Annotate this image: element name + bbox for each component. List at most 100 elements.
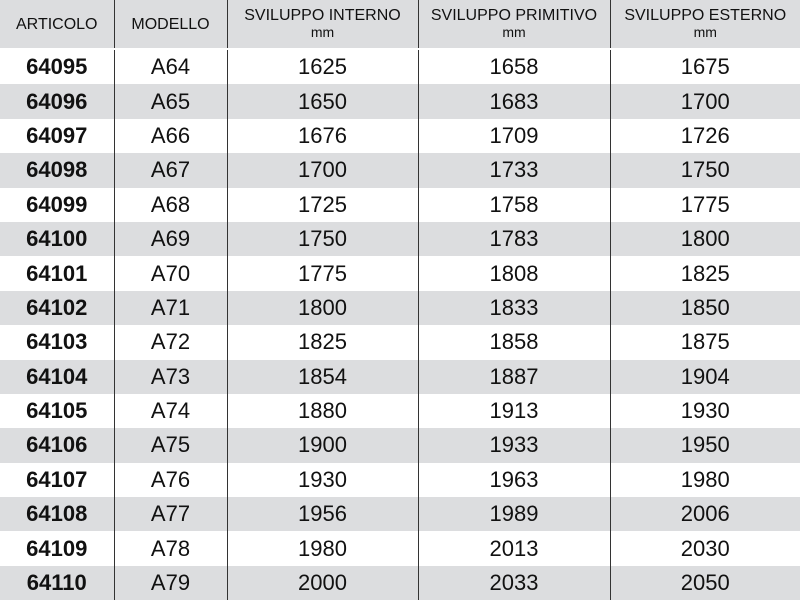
table-row: 64107 A76 1930 1963 1980 — [0, 462, 800, 498]
table-cell: 1775 — [609, 187, 800, 222]
table-cell: A65 — [113, 84, 227, 119]
table-cell: 1854 — [226, 359, 418, 394]
table-cell: 2050 — [609, 565, 800, 600]
table-cell: A76 — [113, 462, 227, 498]
table-cell: 1800 — [609, 221, 800, 257]
table-cell: 1887 — [417, 359, 610, 394]
table-cell: 64095 — [26, 54, 88, 80]
table-cell: 1913 — [417, 393, 610, 429]
table-cell: 64107 — [26, 466, 88, 492]
table-cell: 64098 — [0, 153, 114, 188]
table-cell: A79 — [113, 565, 227, 600]
table-cell: 1733 — [417, 153, 610, 188]
table-row: 64104 A73 1854 1887 1904 — [0, 359, 800, 394]
column-header: SVILUPPO ESTERNO mm — [609, 0, 800, 48]
table-cell: 1800 — [226, 290, 418, 326]
table-cell: A71 — [113, 290, 227, 326]
table-row: 64105 A74 1880 1913 1930 — [0, 393, 800, 429]
table-cell: A69 — [113, 221, 227, 257]
column-header: ARTICOLO — [0, 0, 114, 48]
table-cell: 64096 — [0, 84, 114, 119]
table-cell: 1989 — [417, 497, 610, 532]
table-row: 64108 A77 1956 1989 2006 — [0, 497, 800, 532]
table-cell: 1750 — [609, 153, 800, 188]
table-cell: A68 — [113, 187, 227, 222]
column-header: MODELLO — [113, 0, 227, 48]
table-cell: 1700 — [609, 84, 800, 119]
table-row: 64102 A71 1800 1833 1850 — [0, 290, 800, 326]
table-cell: 1808 — [417, 256, 610, 291]
table-cell: 2013 — [417, 531, 610, 566]
table-cell: 1933 — [417, 428, 610, 463]
table-cell: 1625 — [226, 50, 418, 85]
header-label: SVILUPPO PRIMITIVO — [430, 7, 598, 24]
table-cell: 64101 — [26, 260, 88, 286]
table-cell: 1658 — [417, 50, 610, 85]
table-cell: 1904 — [609, 359, 800, 394]
table-cell: 2000 — [226, 565, 418, 600]
header-row: ARTICOLO MODELLO SVILUPPO INTERNO mm SVILUPP… — [0, 0, 800, 48]
table-cell: 64110 — [0, 565, 114, 600]
table-cell: A64 — [113, 50, 227, 85]
table-cell: A74 — [113, 393, 227, 429]
table-cell: A78 — [113, 531, 227, 566]
table-cell: 1725 — [226, 187, 418, 222]
header-unit: mm — [310, 24, 335, 40]
header-label: SVILUPPO ESTERNO — [624, 7, 787, 24]
table-cell: 1956 — [226, 497, 418, 532]
table-cell: 1775 — [226, 256, 418, 291]
table-cell: 1880 — [226, 393, 418, 429]
table-cell: 1726 — [609, 118, 800, 154]
table-row: 64099 A68 1725 1758 1775 — [0, 187, 800, 222]
table-cell: 64100 — [0, 221, 114, 257]
table-cell: 1875 — [609, 325, 800, 360]
table-row: 64095 A64 1625 1658 1675 — [0, 50, 800, 85]
table-row: 64098 A67 1700 1733 1750 — [0, 153, 800, 188]
table-cell: 64105 — [26, 398, 88, 424]
table-cell: 1676 — [226, 118, 418, 154]
header-label: MODELLO — [131, 15, 210, 33]
table-cell: 1930 — [609, 393, 800, 429]
table-cell: A67 — [113, 153, 227, 188]
table-cell: 1850 — [609, 290, 800, 326]
table-cell: 2033 — [417, 565, 610, 600]
header-unit: mm — [502, 24, 526, 40]
table-cell: 1650 — [226, 84, 418, 119]
table-cell: 1783 — [417, 221, 610, 257]
table-cell: 1683 — [417, 84, 610, 119]
table-cell: A70 — [113, 256, 227, 291]
table-cell: A66 — [113, 118, 227, 154]
table-cell: 64099 — [26, 191, 88, 217]
table-cell: 1675 — [609, 50, 800, 85]
table-row: 64097 A66 1676 1709 1726 — [0, 118, 800, 154]
table-row: 64100 A69 1750 1783 1800 — [0, 221, 800, 257]
column-header: SVILUPPO PRIMITIVO mm — [417, 0, 610, 48]
column-header: SVILUPPO INTERNO mm — [226, 0, 418, 48]
table-row: 64110 A79 2000 2033 2050 — [0, 565, 800, 600]
table-cell: 1900 — [226, 428, 418, 463]
table-row: 64101 A70 1775 1808 1825 — [0, 256, 800, 291]
table-cell: A73 — [113, 359, 227, 394]
table-cell: 64106 — [0, 428, 114, 463]
table-cell: 64108 — [0, 497, 114, 532]
table-row: 64096 A65 1650 1683 1700 — [0, 84, 800, 119]
table-cell: 64097 — [26, 122, 88, 148]
table-row: 64109 A78 1980 2013 2030 — [0, 531, 800, 566]
table-cell: 1833 — [417, 290, 610, 326]
table-cell: 64104 — [0, 359, 114, 394]
table-cell: 2030 — [609, 531, 800, 566]
header-label: SVILUPPO INTERNO — [244, 7, 401, 24]
table-row: 64106 A75 1900 1933 1950 — [0, 428, 800, 463]
table-cell: 1963 — [417, 462, 610, 498]
table-cell: 1758 — [417, 187, 610, 222]
table-row: 64103 A72 1825 1858 1875 — [0, 325, 800, 360]
header-unit: mm — [693, 24, 717, 40]
table-cell: A75 — [113, 428, 227, 463]
table-cell: 1950 — [609, 428, 800, 463]
table-cell: 1980 — [226, 531, 418, 566]
table-cell: 64103 — [26, 329, 88, 355]
table-cell: 1980 — [609, 462, 800, 498]
table-cell: 2006 — [609, 497, 800, 532]
table-cell: A77 — [113, 497, 227, 532]
